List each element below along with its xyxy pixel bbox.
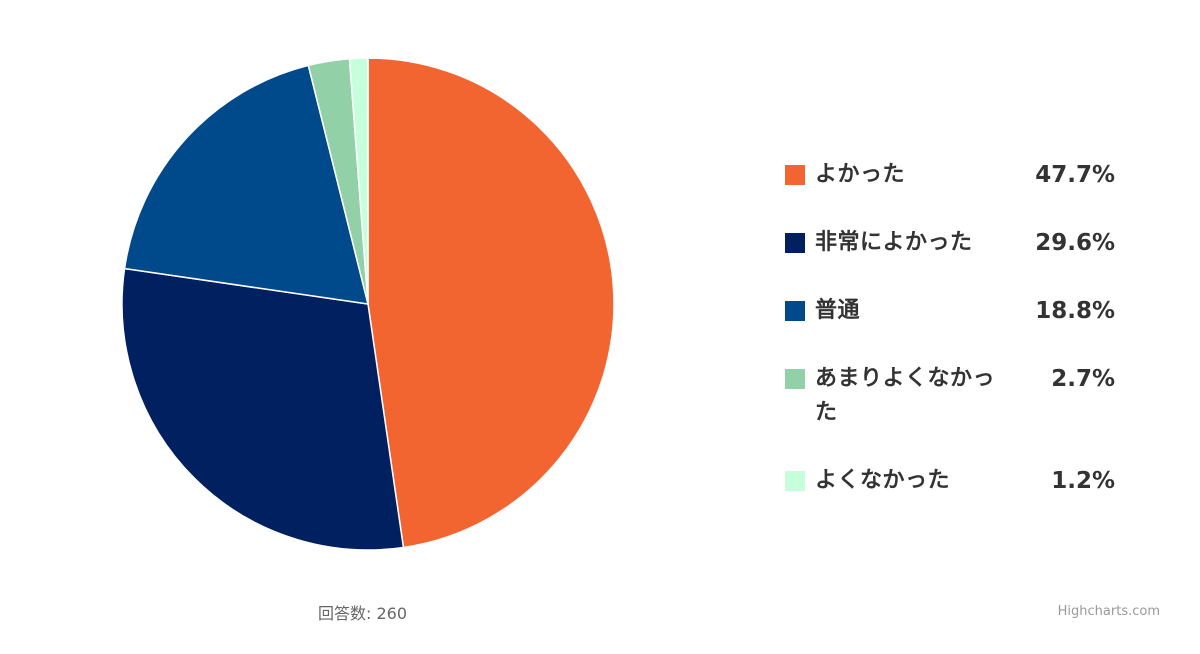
legend-swatch (785, 233, 805, 253)
legend-swatch (785, 369, 805, 389)
highcharts-credit-link[interactable]: Highcharts.com (1057, 604, 1160, 619)
legend-label: 普通 (815, 298, 861, 323)
legend-item-3[interactable]: あまりよくなかった 2.7% (785, 362, 1125, 430)
legend-label: よかった (815, 162, 906, 187)
legend-label: 非常によかった (815, 230, 973, 255)
chart-legend: よかった 47.7% 非常によかった 29.6% 普通 18.8% あまりよくなかった 2.7… (785, 158, 1125, 532)
legend-value: 2.7% (1051, 366, 1115, 392)
pie-slice-2[interactable] (123, 64, 369, 305)
pie-slice-0[interactable] (367, 57, 615, 549)
legend-item-2[interactable]: 普通 18.8% (785, 294, 1125, 328)
pie-slice-4[interactable] (348, 57, 369, 305)
legend-value: 47.7% (1035, 162, 1115, 188)
legend-item-1[interactable]: 非常によかった 29.6% (785, 226, 1125, 260)
pie-slice-1[interactable] (121, 267, 405, 551)
response-count-caption: 回答数: 260 (318, 604, 408, 623)
pie-slices (121, 57, 615, 551)
legend-value: 18.8% (1035, 298, 1115, 324)
legend-label: あまりよくなかった (815, 366, 996, 425)
legend-swatch (785, 471, 805, 491)
legend-item-0[interactable]: よかった 47.7% (785, 158, 1125, 192)
legend-item-4[interactable]: よくなかった 1.2% (785, 464, 1125, 498)
legend-label: よくなかった (815, 468, 951, 493)
legend-value: 1.2% (1051, 468, 1115, 494)
legend-value: 29.6% (1035, 230, 1115, 256)
legend-swatch (785, 165, 805, 185)
legend-swatch (785, 301, 805, 321)
